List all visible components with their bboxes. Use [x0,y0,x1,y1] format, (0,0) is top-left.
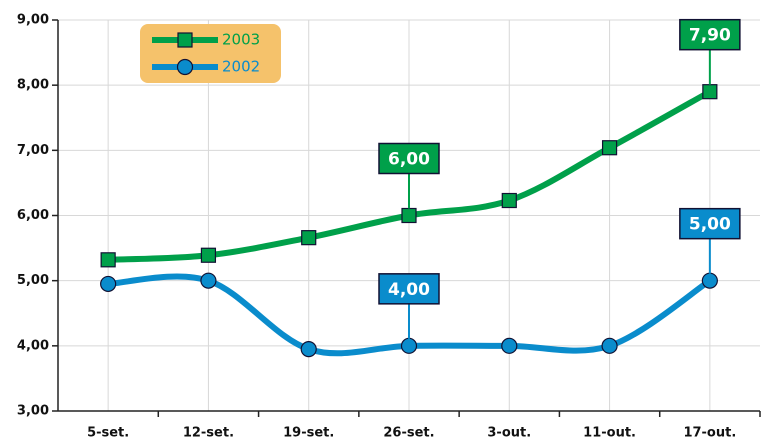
y-tick-label: 7,00 [17,143,49,158]
point [501,192,517,209]
label-box [378,273,440,305]
legend-label: 2002 [222,58,260,76]
point [301,230,317,246]
y-tick-label: 3,00 [17,404,49,419]
point [400,337,418,354]
label-box [679,18,741,51]
point [200,247,217,263]
x-tick-label: 12-set. [183,426,234,441]
x-tick-label: 11-out. [583,426,636,441]
point [300,340,317,358]
data-label: 4,00 [388,280,430,300]
legend-label: 2003 [222,31,260,49]
point [200,272,217,289]
point [100,275,117,293]
point [701,272,718,289]
y-tick-label: 9,00 [17,13,49,28]
x-tick-label: 5-set. [87,426,129,441]
y-tick-label: 6,00 [17,208,49,223]
point [601,337,618,354]
y-tick-label: 5,00 [17,273,49,288]
point [501,337,518,354]
x-tick-label: 19-set. [283,426,334,441]
label-box [378,142,440,175]
data-label: 5,00 [689,215,731,235]
x-tick-label: 17-out. [683,426,736,441]
data-label: 7,90 [689,26,731,46]
point [702,84,718,100]
y-tick-label: 4,00 [17,338,49,353]
x-tick-label: 26-set. [383,426,434,441]
label-box [679,207,741,240]
data-label: 6,00 [388,150,430,170]
legend-marker [177,32,193,48]
y-tick-label: 8,00 [17,78,49,93]
point [100,252,116,268]
legend-marker [176,58,194,76]
point [601,140,618,156]
x-tick-label: 3-out. [487,426,531,441]
point [401,207,417,224]
